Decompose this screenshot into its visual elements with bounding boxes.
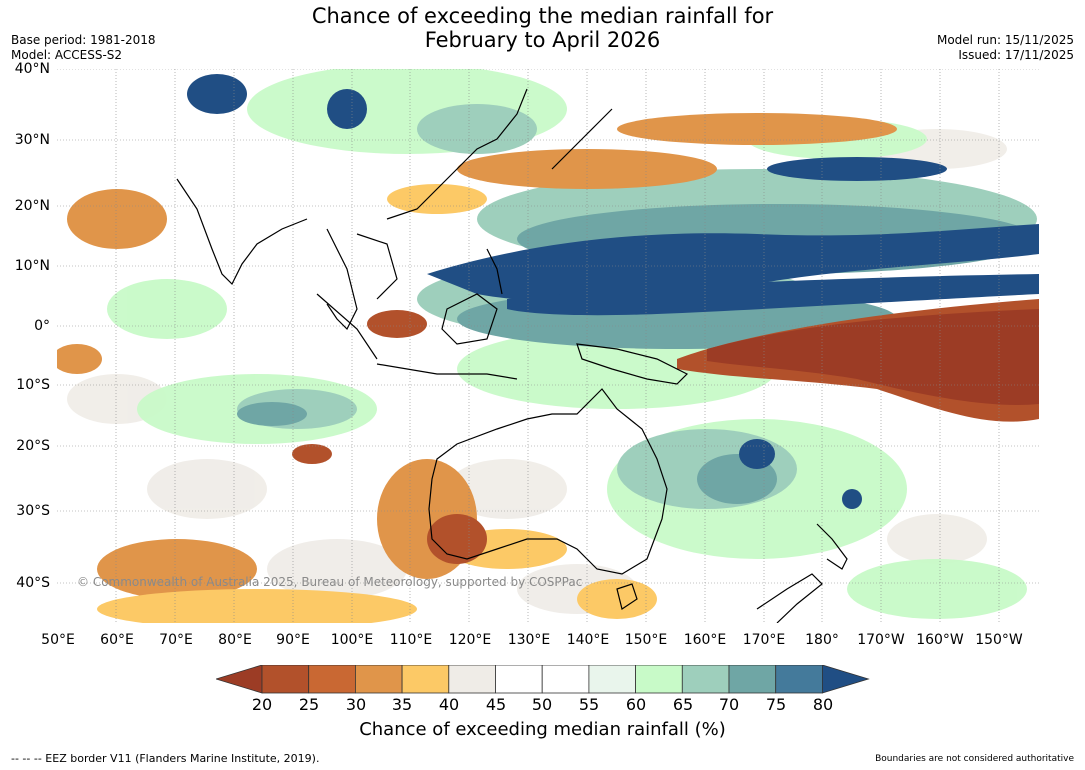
colorbar-segment	[681, 665, 730, 694]
lon-label: 170°W	[857, 632, 905, 648]
colorbar-segment	[261, 665, 310, 694]
colorbar-tick: 25	[298, 695, 320, 714]
colorbar-segment	[401, 665, 450, 694]
colorbar-label: Chance of exceeding median rainfall (%)	[359, 719, 726, 740]
lat-label: 10°S	[16, 377, 50, 393]
lon-label: 100°E	[330, 632, 374, 648]
colorbar-tick: 20	[251, 695, 273, 714]
colorbar-segment	[354, 665, 403, 694]
colorbar-tick: 30	[345, 695, 367, 714]
colorbar-segment	[588, 665, 636, 694]
colorbar-tick: 80	[812, 695, 834, 714]
colorbar-segment	[822, 665, 870, 694]
lat-label: 30°N	[14, 132, 50, 148]
colorbar-tick: 75	[765, 695, 787, 714]
lon-label: 60°E	[100, 632, 134, 648]
lat-label: 30°S	[16, 503, 50, 519]
lon-label: 80°E	[218, 632, 252, 648]
rainfall-map: © Commonwealth of Australia 2025, Bureau…	[57, 69, 1039, 623]
lon-label: 110°E	[389, 632, 433, 648]
colorbar-tick: 35	[391, 695, 413, 714]
colorbar-tick: 40	[438, 695, 460, 714]
lon-label: 140°E	[566, 632, 610, 648]
lon-label: 160°E	[683, 632, 727, 648]
issued-date: Issued: 17/11/2025	[958, 48, 1074, 62]
model-name: Model: ACCESS-S2	[11, 48, 123, 62]
lat-label: 40°N	[14, 61, 50, 77]
lon-label: 180°	[805, 632, 839, 648]
lon-label: 150°E	[624, 632, 668, 648]
colorbar-segment	[308, 665, 356, 694]
lon-label: 90°E	[276, 632, 310, 648]
lat-label: 20°N	[14, 198, 50, 214]
rainfall-map-svg: © Commonwealth of Australia 2025, Bureau…	[57, 69, 1039, 623]
lon-label: 50°E	[41, 632, 75, 648]
lon-label: 130°E	[507, 632, 551, 648]
colorbar-segment	[635, 665, 683, 694]
copyright-text: © Commonwealth of Australia 2025, Bureau…	[77, 575, 582, 589]
base-period: Base period: 1981-2018	[11, 33, 156, 47]
boundaries-disclaimer: Boundaries are not considered authoritat…	[875, 754, 1074, 764]
colorbar-tick: 50	[531, 695, 553, 714]
meta-left: Base period: 1981-2018 Model: ACCESS-S2	[11, 33, 156, 63]
title-line-2: February to April 2026	[424, 28, 661, 52]
colorbar-tick: 45	[485, 695, 507, 714]
colorbar-segment	[728, 665, 777, 694]
colorbar-tick: 60	[625, 695, 647, 714]
lon-label: 120°E	[448, 632, 492, 648]
eez-legend: -- -- -- EEZ border V11 (Flanders Marine…	[11, 752, 320, 765]
colorbar-segment	[775, 665, 823, 694]
colorbar-segment	[216, 665, 263, 694]
lon-label: 150°W	[975, 632, 1023, 648]
lat-label: 0°	[34, 318, 50, 334]
lat-label: 20°S	[16, 438, 50, 454]
colorbar-tick: 65	[672, 695, 694, 714]
colorbar-segment	[495, 665, 543, 694]
colorbar-tick: 70	[718, 695, 740, 714]
lon-label: 160°W	[916, 632, 964, 648]
colorbar-segment	[541, 665, 590, 694]
model-run: Model run: 15/11/2025	[936, 33, 1074, 47]
coastlines	[176, 88, 848, 623]
title-line-1: Chance of exceeding the median rainfall …	[311, 4, 774, 28]
lat-label: 40°S	[16, 575, 50, 591]
lon-label: 70°E	[159, 632, 193, 648]
colorbar-segment	[448, 665, 496, 694]
colorbar-tick: 55	[578, 695, 600, 714]
lon-label: 170°E	[742, 632, 786, 648]
map-title: Chance of exceeding the median rainfall …	[0, 4, 1085, 52]
meta-right: Model run: 15/11/2025 Issued: 17/11/2025	[937, 33, 1074, 63]
colorbar	[216, 665, 870, 694]
lat-label: 10°N	[14, 258, 50, 274]
